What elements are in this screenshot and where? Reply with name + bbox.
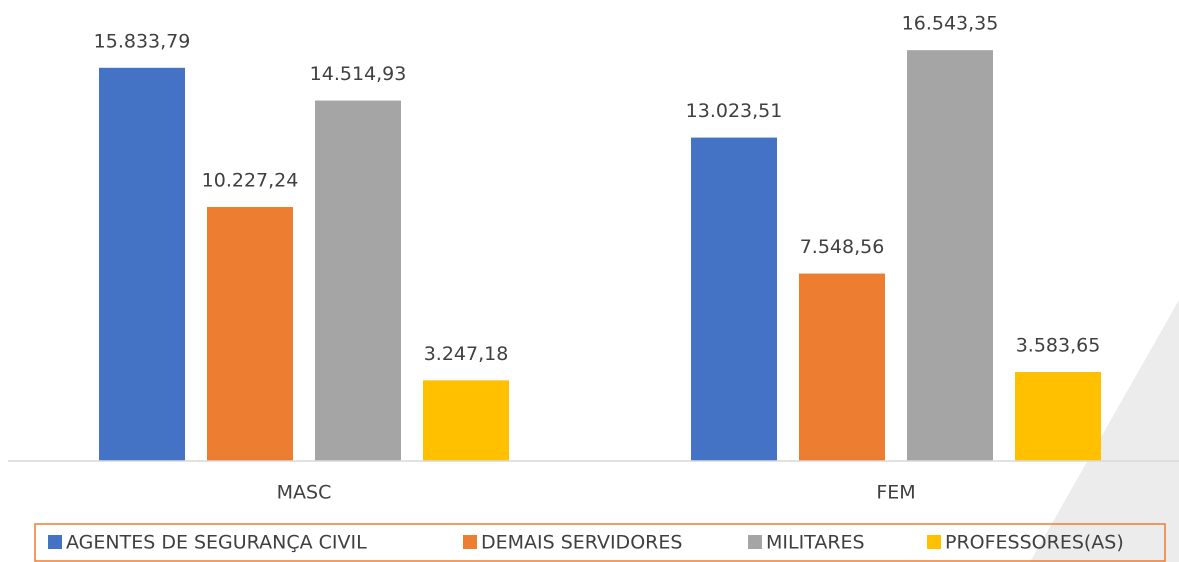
bar <box>207 207 293 461</box>
bar <box>691 137 777 462</box>
data-label: 14.514,93 <box>310 63 407 85</box>
bar <box>423 380 509 461</box>
data-label: 15.833,79 <box>94 30 191 52</box>
legend-label: MILITARES <box>766 532 865 554</box>
data-label: 7.548,56 <box>800 236 885 258</box>
bar <box>907 50 993 462</box>
bar <box>799 273 885 461</box>
legend-swatch <box>48 535 62 549</box>
legend-swatch <box>463 535 477 549</box>
x-tick-label: MASC <box>277 482 332 504</box>
decoration <box>1030 300 1179 562</box>
legend-box <box>34 523 1166 562</box>
legend-label: AGENTES DE SEGURANÇA CIVIL <box>66 532 367 554</box>
data-label: 16.543,35 <box>902 13 999 35</box>
data-label: 3.247,18 <box>424 343 509 365</box>
x-tick-label: FEM <box>876 482 915 504</box>
data-label: 10.227,24 <box>202 170 299 192</box>
legend-swatch <box>748 535 762 549</box>
data-label: 13.023,51 <box>686 100 783 122</box>
legend-label: PROFESSORES(AS) <box>945 532 1124 554</box>
legend-swatch <box>927 535 941 549</box>
legend-label: DEMAIS SERVIDORES <box>481 532 682 554</box>
data-label: 3.583,65 <box>1016 335 1101 357</box>
bar <box>99 67 185 461</box>
bar <box>1015 372 1101 461</box>
bar <box>315 100 401 462</box>
